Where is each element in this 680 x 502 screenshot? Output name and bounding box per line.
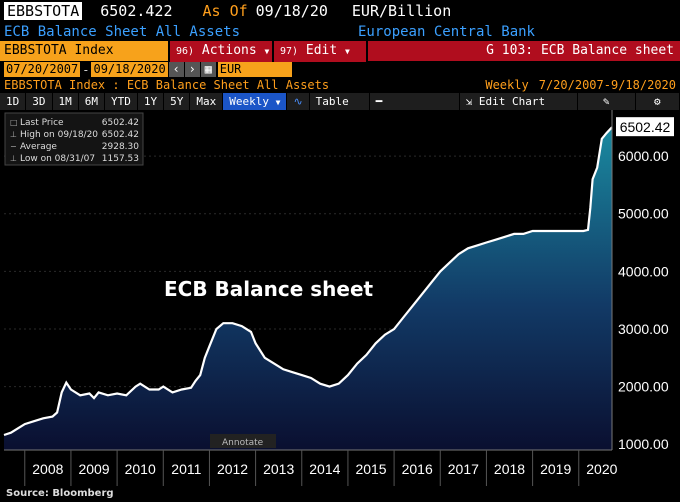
source-note: Source: Bloomberg bbox=[6, 488, 114, 499]
last-value: 6502.422 bbox=[100, 2, 173, 20]
x-tick-label: 2017 bbox=[448, 461, 479, 477]
legend-label: Low on 08/31/07 bbox=[20, 154, 95, 164]
x-tick-label: 2018 bbox=[494, 461, 525, 477]
x-tick-label: 2015 bbox=[355, 461, 386, 477]
last-price-label: 6502.42 bbox=[616, 117, 674, 137]
legend-value: 2928.30 bbox=[102, 142, 139, 152]
edit-chart-label: Edit Chart bbox=[478, 95, 546, 108]
x-tick-label: 2019 bbox=[540, 461, 571, 477]
command-bar: EBBSTOTA Index 96) Actions ▼ 97) Edit ▼ … bbox=[0, 40, 680, 62]
last-price-icon: □ bbox=[10, 118, 18, 127]
series-line bbox=[3, 126, 613, 437]
y-tick-label: 6000.00 bbox=[618, 148, 669, 164]
chevron-down-icon: ▼ bbox=[345, 46, 350, 56]
annotate-label: Annotate bbox=[222, 438, 264, 448]
x-tick-labels: 2008 2009 2010 2011 2012 2013 2014 2015 2016 2017… bbox=[24, 450, 618, 486]
table-button[interactable]: Table bbox=[309, 93, 370, 110]
frequency-select[interactable]: Weekly ▼ bbox=[223, 93, 288, 110]
drawing-tools-icon[interactable]: ━ bbox=[369, 93, 460, 110]
range-button-6m[interactable]: 6M bbox=[78, 93, 105, 110]
chevron-down-icon: ▼ bbox=[275, 98, 281, 107]
annotate-background bbox=[210, 434, 276, 448]
legend-value: 6502.42 bbox=[102, 118, 139, 128]
range-button-5y[interactable]: 5Y bbox=[164, 93, 191, 110]
units: EUR/Billion bbox=[351, 2, 452, 20]
ticker: EBBSTOTA bbox=[4, 2, 83, 20]
y-tick-label: 3000.00 bbox=[618, 321, 669, 337]
calendar-icon[interactable]: ▦ bbox=[200, 62, 216, 77]
edit-label: Edit bbox=[305, 42, 338, 58]
x-tick-label: 2014 bbox=[309, 461, 340, 477]
low-icon: ⊥ bbox=[10, 154, 17, 163]
range-buttons: 1D 3D 1M 6M YTD 1Y 5Y Max bbox=[0, 93, 224, 110]
subtitle: EBBSTOTA Index : ECB Balance Sheet All A… bbox=[4, 78, 330, 92]
as-of-label: As Of bbox=[202, 2, 248, 20]
chart-title: ECB Balance sheet bbox=[164, 277, 374, 301]
range-button-1d[interactable]: 1D bbox=[0, 93, 27, 110]
pencil-icon[interactable]: ✎ bbox=[577, 93, 636, 110]
x-tick-label: 2012 bbox=[217, 461, 248, 477]
high-icon: ⊥ bbox=[10, 130, 17, 139]
y-tick-label: 5000.00 bbox=[618, 206, 669, 222]
range-bar: 1D 3D 1M 6M YTD 1Y 5Y Max Weekly ▼ ∿ Table ━ ⇲ … bbox=[0, 93, 680, 110]
legend-label: Last Price bbox=[20, 118, 64, 128]
last-price-value: 6502.42 bbox=[620, 119, 671, 135]
gear-icon[interactable]: ⚙ bbox=[635, 93, 680, 110]
legend-label: High on 09/18/20 bbox=[20, 130, 98, 140]
start-date-input[interactable]: 07/20/2007 bbox=[4, 62, 81, 77]
range-button-ytd[interactable]: YTD bbox=[105, 93, 138, 110]
period-label: Weekly bbox=[485, 78, 529, 92]
source-name: European Central Bank bbox=[357, 23, 535, 40]
range-button-1m[interactable]: 1M bbox=[52, 93, 79, 110]
frequency-label: Weekly bbox=[229, 95, 269, 108]
currency-select[interactable]: EUR bbox=[217, 62, 292, 77]
x-tick-label: 2013 bbox=[263, 461, 294, 477]
chart: 1000.00 2000.00 3000.00 4000.00 5000.00 6000.… bbox=[3, 110, 674, 486]
chevron-right-icon[interactable]: › bbox=[184, 62, 200, 77]
average-icon: − bbox=[10, 142, 17, 151]
annotate-button[interactable]: Annotate bbox=[210, 434, 276, 448]
actions-code: 96) bbox=[176, 45, 195, 57]
chevron-left-icon[interactable]: ‹ bbox=[168, 62, 184, 77]
as-of-date: 09/18/20 bbox=[255, 2, 328, 20]
y-tick-labels: 1000.00 2000.00 3000.00 4000.00 5000.00 6000.… bbox=[618, 148, 669, 452]
y-tick-label: 4000.00 bbox=[618, 263, 669, 279]
date-separator: - bbox=[82, 62, 90, 77]
edit-chart-button[interactable]: ⇲ Edit Chart bbox=[459, 93, 578, 110]
x-tick-label: 2020 bbox=[586, 461, 617, 477]
x-tick-label: 2011 bbox=[171, 461, 201, 477]
description: ECB Balance Sheet All Assets bbox=[4, 23, 241, 40]
security-field[interactable]: EBBSTOTA Index bbox=[0, 41, 168, 61]
line-chart-icon[interactable]: ∿ bbox=[287, 93, 310, 110]
actions-label: Actions bbox=[201, 42, 257, 58]
legend-box[interactable]: □ Last Price 6502.42⊥ High on 09/18/20 6502.… bbox=[4, 112, 144, 166]
x-tick-label: 2010 bbox=[125, 461, 156, 477]
range-button-3d[interactable]: 3D bbox=[26, 93, 53, 110]
y-tick-label: 2000.00 bbox=[618, 379, 669, 395]
period-range: 7/20/2007-9/18/2020 bbox=[538, 78, 676, 92]
range-button-max[interactable]: Max bbox=[190, 93, 224, 110]
x-tick-label: 2016 bbox=[402, 461, 433, 477]
edit-menu[interactable]: 97) Edit ▼ bbox=[272, 40, 366, 62]
y-tick-label: 1000.00 bbox=[618, 436, 669, 452]
x-tick-label: 2009 bbox=[78, 461, 109, 477]
edit-code: 97) bbox=[280, 45, 299, 57]
x-tick-label: 2008 bbox=[32, 461, 63, 477]
range-button-1y[interactable]: 1Y bbox=[137, 93, 165, 110]
title-bar: EBBSTOTA 6502.422 As Of 09/18/20 EUR/Bil… bbox=[0, 0, 680, 22]
series-area bbox=[4, 127, 612, 450]
end-date-input[interactable]: 09/18/2020 bbox=[91, 62, 168, 77]
function-label: G 103: ECB Balance sheet bbox=[366, 41, 680, 61]
date-bar: 07/20/2007 - 09/18/2020 ‹ › ▦ EUR bbox=[0, 61, 680, 78]
actions-menu[interactable]: 96) Actions ▼ bbox=[168, 40, 272, 62]
chevron-down-icon: ▼ bbox=[264, 46, 270, 56]
legend-label: Average bbox=[20, 142, 57, 152]
subtitle-bar: EBBSTOTA Index : ECB Balance Sheet All A… bbox=[0, 78, 680, 92]
legend-value: 6502.42 bbox=[102, 130, 139, 140]
description-bar: ECB Balance Sheet All Assets European Ce… bbox=[0, 22, 680, 41]
legend-background bbox=[4, 112, 144, 166]
legend-value: 1157.53 bbox=[102, 154, 139, 164]
